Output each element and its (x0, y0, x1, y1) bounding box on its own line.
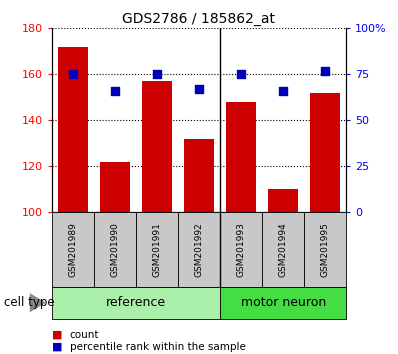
Bar (94, 212, 136, 287)
Text: GSM201989: GSM201989 (68, 222, 77, 277)
Bar (52, 212, 94, 287)
Text: GSM201992: GSM201992 (195, 222, 203, 277)
Text: GSM201991: GSM201991 (152, 222, 162, 277)
Text: ■: ■ (52, 330, 66, 339)
Bar (262, 212, 304, 287)
Point (280, 88, 286, 94)
Text: reference: reference (106, 296, 166, 309)
Point (154, 72, 160, 77)
Bar (220, 212, 262, 287)
Bar (52, 287, 220, 319)
Point (112, 88, 118, 94)
Bar (58, 47, 88, 212)
Text: ■: ■ (52, 342, 66, 352)
Point (238, 72, 244, 77)
Title: GDS2786 / 185862_at: GDS2786 / 185862_at (123, 12, 275, 26)
Text: percentile rank within the sample: percentile rank within the sample (70, 342, 246, 352)
Point (70, 72, 76, 77)
Text: GSM201995: GSM201995 (321, 222, 330, 277)
Bar (184, 139, 214, 212)
Text: GSM201990: GSM201990 (110, 222, 119, 277)
Bar (226, 102, 256, 212)
Bar (304, 212, 346, 287)
Text: count: count (70, 330, 99, 339)
Bar (310, 93, 340, 212)
Polygon shape (30, 293, 46, 312)
Text: GSM201993: GSM201993 (236, 222, 246, 277)
Text: motor neuron: motor neuron (240, 296, 326, 309)
Bar (142, 81, 172, 212)
Bar (100, 162, 130, 212)
Bar (220, 287, 346, 319)
Bar (136, 212, 178, 287)
Text: cell type: cell type (4, 296, 55, 309)
Point (322, 68, 328, 74)
Point (196, 86, 202, 92)
Bar (268, 189, 298, 212)
Bar (178, 212, 220, 287)
Text: GSM201994: GSM201994 (279, 222, 288, 277)
